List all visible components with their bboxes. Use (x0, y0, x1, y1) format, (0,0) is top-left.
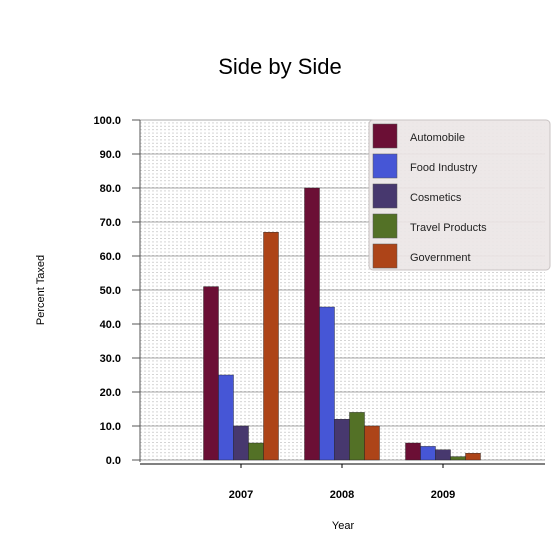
y-tick-label: 20.0 (100, 387, 121, 399)
legend-label: Cosmetics (410, 192, 462, 204)
y-tick-label: 30.0 (100, 353, 121, 365)
legend-swatch (372, 153, 398, 179)
bar-automobile-2009 (405, 442, 421, 461)
y-axis-label: Percent Taxed (35, 255, 47, 325)
bar-travel-products-2008 (349, 412, 365, 461)
bar-government-2008 (364, 425, 380, 461)
bars (203, 187, 481, 461)
chart-title: Side by Side (218, 54, 342, 79)
y-tick-label: 60.0 (100, 251, 121, 263)
bar-food-industry-2007 (218, 374, 234, 461)
bar-food-industry-2009 (420, 446, 436, 461)
legend-swatch (372, 213, 398, 239)
x-tick-label: 2007 (229, 489, 253, 501)
legend-label: Automobile (410, 132, 465, 144)
y-tick-label: 90.0 (100, 149, 121, 161)
bar-government-2007 (263, 231, 279, 461)
y-tick-label: 10.0 (100, 421, 121, 433)
y-tick-label: 50.0 (100, 285, 121, 297)
bar-cosmetics-2009 (435, 449, 451, 461)
bar-automobile-2007 (203, 286, 219, 461)
bar-government-2009 (465, 453, 481, 461)
legend: Automobile Food Industry Cosmetics Travel P… (368, 119, 551, 271)
legend-swatch (372, 183, 398, 209)
x-tick-label: 2009 (431, 489, 455, 501)
legend-box (368, 119, 551, 271)
x-tick-label: 2008 (330, 489, 354, 501)
legend-label: Government (410, 252, 471, 264)
bar-cosmetics-2008 (334, 419, 350, 461)
bar-cosmetics-2007 (233, 425, 249, 461)
y-tick-label: 0.0 (106, 455, 121, 467)
legend-swatch (372, 243, 398, 269)
y-tick-label: 70.0 (100, 217, 121, 229)
y-axis-ticks: 0.0 10.0 20.0 30.0 40.0 50.0 60.0 70.0 80.0 90.0 1… (93, 115, 140, 467)
legend-label: Food Industry (410, 162, 478, 174)
legend-label: Travel Products (410, 222, 487, 234)
x-axis-label: Year (332, 520, 355, 532)
x-axis-tick-labels: 2007 2008 2009 (229, 464, 455, 501)
bar-travel-products-2007 (248, 442, 264, 461)
bar-food-industry-2008 (319, 306, 335, 461)
legend-swatch (372, 123, 398, 149)
y-tick-label: 80.0 (100, 183, 121, 195)
bar-automobile-2008 (304, 187, 320, 461)
y-tick-label: 100.0 (93, 115, 121, 127)
y-tick-label: 40.0 (100, 319, 121, 331)
bar-travel-products-2009 (450, 456, 466, 461)
